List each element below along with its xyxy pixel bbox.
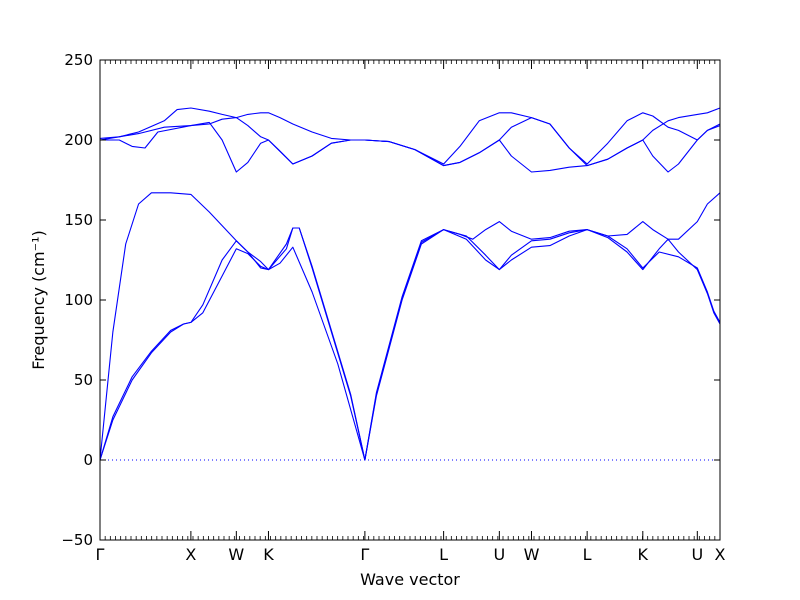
high-symmetry-label: W xyxy=(228,545,244,564)
high-symmetry-label: K xyxy=(638,545,649,564)
branch-line-4 xyxy=(100,121,721,173)
high-symmetry-label: L xyxy=(439,545,448,564)
high-symmetry-label: U xyxy=(493,545,505,564)
branch-line-3 xyxy=(99,192,721,461)
branch-line-6 xyxy=(99,107,721,165)
y-tick-label: 50 xyxy=(74,371,93,389)
y-tick-label: 100 xyxy=(64,291,93,309)
y-tick-label: 250 xyxy=(64,51,93,69)
y-axis-ticks: −50 0 50 100 150 200 250 xyxy=(61,51,720,549)
x-minor-ticks xyxy=(99,60,721,540)
high-symmetry-label: X xyxy=(715,545,726,564)
high-symmetry-label: L xyxy=(583,545,592,564)
plot-frame xyxy=(99,59,721,541)
branch-line-1 xyxy=(99,227,721,461)
high-symmetry-label: W xyxy=(524,545,540,564)
y-tick-label: 200 xyxy=(64,131,93,149)
high-symmetry-label: K xyxy=(263,545,274,564)
high-symmetry-label: Γ xyxy=(96,545,105,564)
high-symmetry-label: U xyxy=(691,545,703,564)
y-tick-label: −50 xyxy=(61,531,93,549)
high-symmetry-label: X xyxy=(185,545,196,564)
y-tick-label: 0 xyxy=(83,451,93,469)
y-tick-label: 150 xyxy=(64,211,93,229)
branch-line-5 xyxy=(99,107,721,167)
branch-line-2 xyxy=(99,227,721,461)
series-lines xyxy=(99,107,721,461)
high-symmetry-label: Γ xyxy=(360,545,369,564)
y-axis-label: Frequency (cm⁻¹) xyxy=(29,230,48,369)
x-axis-label: Wave vector xyxy=(360,570,460,589)
